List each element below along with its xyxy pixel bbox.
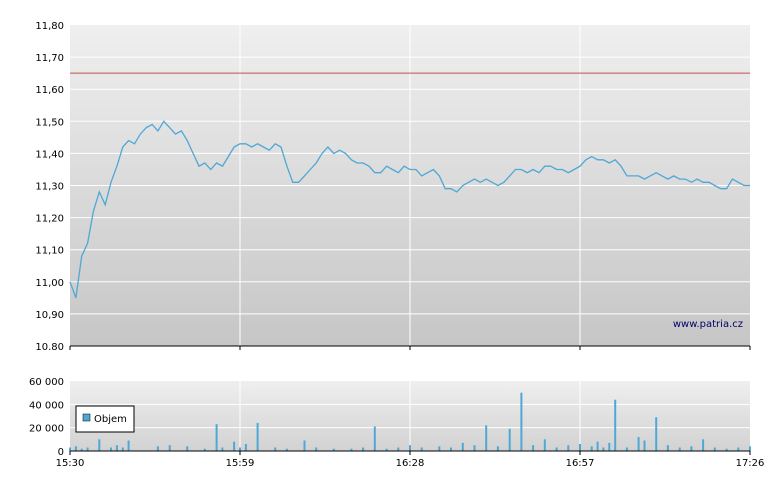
volume-bar [461,442,464,451]
volume-bar [485,425,488,451]
price-gridlines [70,25,750,346]
price-y-tick-label: 11,80 [35,21,64,32]
volume-gridlines [70,381,750,451]
volume-bar [115,445,118,451]
price-series-line [69,120,750,299]
volume-bar [385,448,388,451]
price-y-tick-label: 11,30 [35,182,64,193]
volume-bar [666,445,669,451]
volume-bar [315,447,318,451]
volume-bar [244,444,247,451]
volume-bar [508,428,511,451]
x-tick-label: 17:26 [736,458,765,469]
volume-bar [397,447,400,451]
volume-bar [110,447,112,451]
volume-y-tick-label: 0 [58,447,64,458]
price-y-tick-label: 11,60 [35,85,64,96]
volume-bar [725,448,728,451]
volume-bar [350,448,353,451]
legend-label-objem: Objem [94,414,127,425]
price-y-tick-label: 10.80 [35,342,64,353]
x-tick-label: 15:59 [226,458,255,469]
volume-bar [168,445,171,451]
volume-bar [80,448,83,451]
volume-bar [543,439,546,451]
volume-bar [256,423,259,451]
price-y-tick-label: 10,90 [35,310,64,321]
volume-bar [239,447,241,451]
watermark-text: www.patria.cz [673,319,743,330]
volume-bar [555,447,558,451]
x-tick-label: 15:30 [56,458,85,469]
volume-bar [496,446,499,451]
price-y-tick-label: 11,10 [35,246,64,257]
volume-y-axis-ticks: 60 000 40 000 20 000 0 [29,377,64,458]
volume-bar [221,447,224,451]
x-tick-label: 16:57 [566,458,595,469]
volume-bar [450,447,452,451]
volume-bar [215,424,218,451]
volume-bar [203,448,206,451]
volume-y-tick-label: 20 000 [29,424,64,435]
volume-bar [643,440,646,451]
volume-bar [737,447,740,451]
price-y-tick-label: 11,70 [35,53,64,64]
volume-bar [532,445,535,451]
volume-bar [637,437,640,451]
volume-bar [690,446,693,451]
volume-bar [156,446,159,451]
volume-bar [602,447,605,451]
price-x-axis [69,345,751,350]
volume-bar [233,441,236,451]
volume-bar [69,447,71,451]
volume-bar [74,446,77,451]
volume-bar [86,447,89,451]
volume-bar [332,448,335,451]
volume-bar [186,446,189,451]
volume-bar [121,447,124,451]
volume-bar [98,439,101,451]
volume-bar [625,447,628,451]
price-y-tick-label: 11,20 [35,214,64,225]
volume-bar [579,444,581,451]
legend-swatch-objem [82,413,91,422]
volume-x-axis: 15:30 15:59 16:28 16:57 17:26 [56,450,765,469]
volume-bar [473,445,476,451]
volume-bar [608,442,611,451]
volume-bar [749,446,751,451]
x-tick-label: 16:28 [396,458,425,469]
volume-y-tick-label: 60 000 [29,377,64,388]
volume-bar [520,392,523,451]
volume-bar [713,447,716,451]
volume-bar [702,439,705,451]
volume-y-tick-label: 40 000 [29,400,64,411]
price-y-tick-label: 11,00 [35,278,64,289]
volume-bar [596,441,599,451]
volume-bar [274,447,277,451]
volume-bar [420,447,423,451]
volume-bar [285,448,288,451]
price-y-tick-label: 11,40 [35,149,64,160]
volume-bar [373,426,376,451]
volume-bar [614,399,617,451]
volume-bar [127,440,130,451]
price-y-axis-ticks: 11,80 11,70 11,60 11,50 11,40 11,30 11,20 11,10… [35,21,64,353]
volume-bar [567,445,570,451]
chart-legend: Objem [75,405,135,433]
price-y-tick-label: 11,50 [35,117,64,128]
volume-bar [303,440,306,451]
volume-bars [69,392,751,451]
volume-bar [409,445,411,451]
volume-bar [678,447,681,451]
volume-bar [438,446,441,451]
legend-box [75,405,135,433]
volume-bar [362,447,365,451]
volume-bar [655,417,658,451]
volume-bar [590,446,593,451]
